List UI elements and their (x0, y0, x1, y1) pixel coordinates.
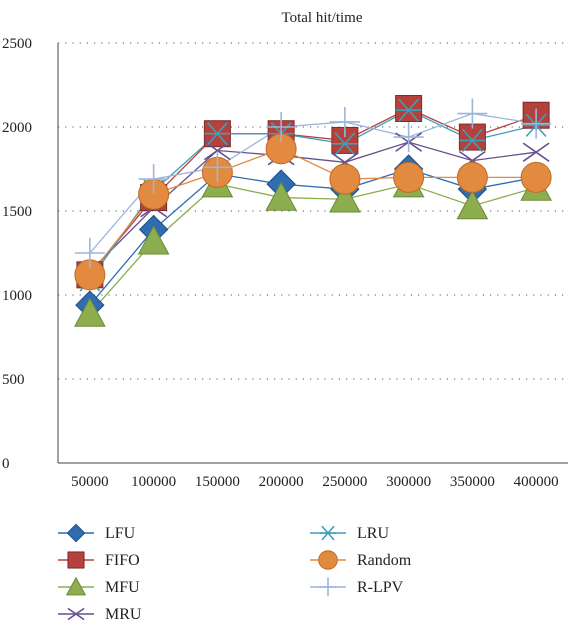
data-point (459, 128, 486, 153)
x-axis-ticks: 50000 100000 150000 200000 250000 300000 35000… (71, 474, 559, 490)
legend-item-mfu: MFU (58, 576, 140, 596)
data-point (266, 112, 297, 142)
data-point (393, 161, 425, 193)
data-point (319, 525, 337, 541)
x-tick-label: 200000 (259, 474, 304, 490)
data-point (521, 108, 552, 139)
y-tick-label: 2000 (2, 120, 32, 136)
series-line-r-lpv (89, 112, 537, 254)
y-axis-ticks: 0 500 1000 1500 2000 2500 (2, 36, 32, 472)
y-tick-label: 1000 (2, 288, 32, 304)
data-point (393, 122, 424, 153)
data-point (202, 152, 233, 183)
y-tick-label: 0 (2, 456, 10, 472)
data-point (456, 189, 489, 220)
data-point (395, 98, 422, 122)
data-point (318, 577, 338, 597)
legend-label: Random (357, 552, 412, 569)
data-point (329, 163, 361, 195)
data-point (74, 297, 106, 327)
data-point (318, 550, 338, 570)
x-tick-label: 100000 (131, 474, 176, 490)
data-point (74, 238, 105, 268)
legend-item-mru: MRU (58, 606, 142, 623)
axes (57, 43, 568, 464)
legend-item-lru: LRU (310, 525, 389, 542)
data-point (331, 132, 358, 156)
x-tick-label: 150000 (195, 474, 240, 490)
data-point (522, 142, 550, 162)
legend-item-random: Random (310, 550, 412, 570)
data-point (457, 98, 488, 129)
legend-label: MFU (105, 579, 140, 596)
data-point (329, 106, 360, 137)
legend-item-r-lpv: R-LPV (310, 577, 404, 597)
series-markers (74, 95, 552, 327)
grid (58, 42, 568, 380)
data-point (329, 183, 361, 213)
legend-item-lfu: LFU (58, 523, 136, 543)
data-point (265, 181, 297, 211)
data-point (456, 161, 488, 193)
y-tick-label: 2500 (2, 36, 32, 52)
chart-title: Total hit/time (281, 10, 362, 26)
legend-item-fifo: FIFO (58, 551, 140, 569)
data-point (138, 164, 169, 195)
series-markers-r-lpv (74, 98, 552, 268)
x-tick-label: 350000 (450, 474, 495, 490)
x-tick-label: 50000 (71, 474, 109, 490)
x-tick-label: 300000 (386, 474, 431, 490)
legend-label: LRU (357, 525, 389, 542)
series-markers-random (74, 133, 552, 291)
legend-label: FIFO (105, 552, 140, 569)
legend-label: MRU (105, 606, 142, 623)
data-point (67, 607, 85, 621)
x-tick-label: 250000 (322, 474, 367, 490)
data-point (67, 551, 85, 569)
data-point (204, 122, 231, 146)
y-tick-label: 1500 (2, 204, 32, 220)
data-point (66, 523, 86, 543)
legend-label: LFU (105, 525, 136, 542)
data-point (137, 225, 170, 255)
x-tick-label: 400000 (514, 474, 559, 490)
data-point (520, 161, 552, 193)
legend: LFU FIFO MFU MRU LRU Random R-LPV (58, 523, 412, 623)
legend-label: R-LPV (357, 579, 404, 596)
y-tick-label: 500 (2, 372, 25, 388)
data-point (65, 576, 87, 596)
